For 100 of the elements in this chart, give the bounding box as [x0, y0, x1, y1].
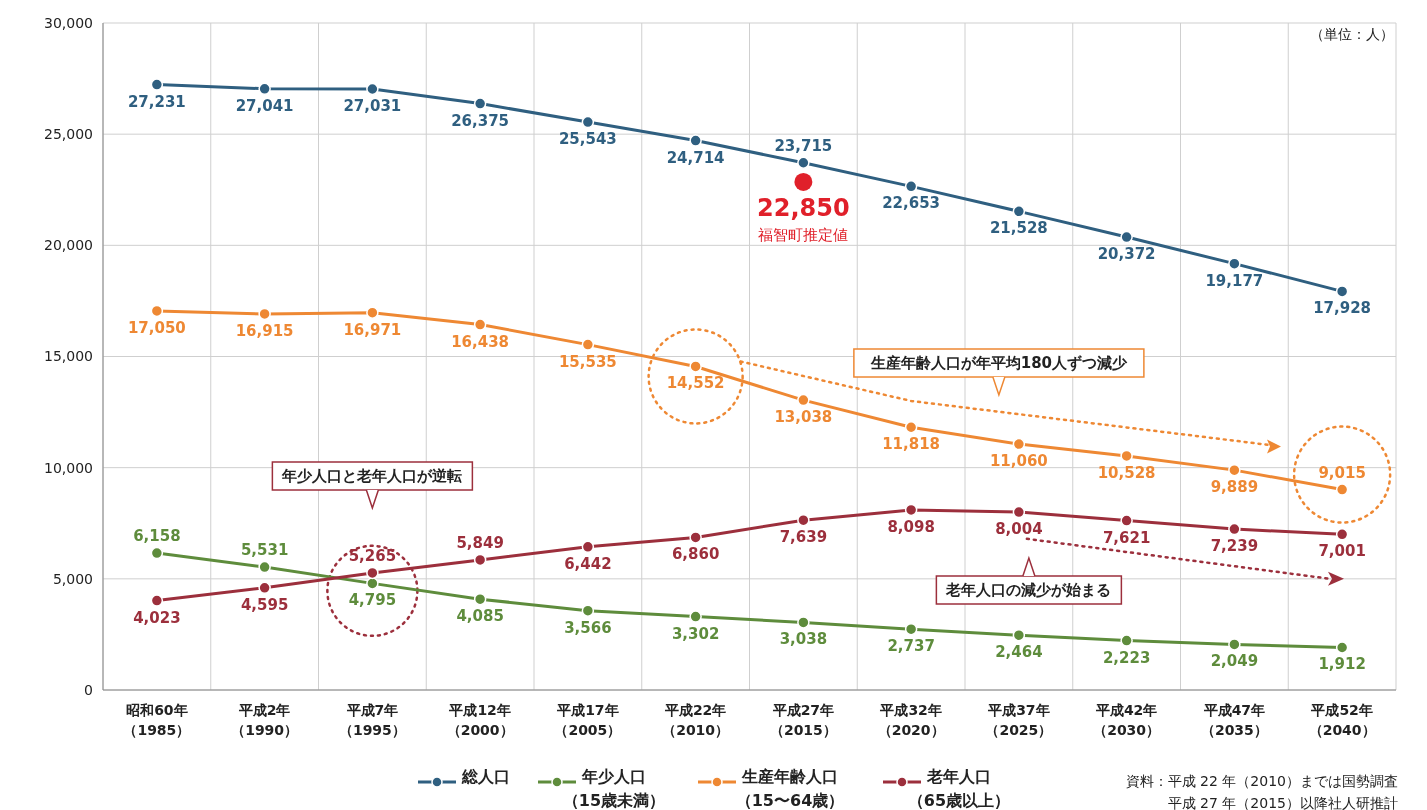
data-label: 3,302 — [671, 624, 720, 643]
y-tick-label: 15,000 — [44, 348, 93, 365]
point — [904, 622, 918, 636]
data-label: 4,795 — [348, 591, 397, 610]
y-tick-label: 5,000 — [52, 570, 93, 587]
data-label: 20,372 — [1097, 245, 1156, 264]
point — [1120, 634, 1133, 647]
point — [1012, 628, 1026, 642]
point — [1120, 230, 1133, 244]
point — [689, 360, 702, 373]
data-label: 16,971 — [343, 320, 402, 339]
annotation: 年少人口と老年人口が逆転 — [281, 467, 463, 486]
text: 福智町推定値 — [758, 225, 849, 244]
y-tick-label: 25,000 — [44, 126, 93, 143]
point — [689, 134, 702, 147]
data-label: 17,928 — [1313, 299, 1372, 318]
data-label: 11,060 — [989, 452, 1048, 471]
data-label: 5,265 — [348, 546, 397, 565]
legend-label: 生産年齢人口（15〜64歳） — [735, 767, 845, 810]
x-tick-label: 平成17年（2005） — [554, 702, 622, 738]
legend-label: 総人口 — [461, 767, 510, 786]
point — [1120, 514, 1133, 527]
point — [797, 393, 810, 407]
point — [1012, 505, 1026, 519]
data-label: 9,015 — [1318, 463, 1366, 482]
y-tick-label: 30,000 — [44, 14, 93, 31]
point — [258, 307, 271, 321]
data-label: 4,085 — [456, 607, 504, 626]
point — [1228, 638, 1241, 651]
data-label: 4,595 — [240, 595, 289, 614]
point — [904, 421, 918, 434]
data-label: 22,653 — [882, 194, 941, 213]
annotation: 生産年齢人口が年平均180人ずつ減少 — [869, 354, 1129, 373]
data-label: 27,231 — [127, 92, 186, 111]
point — [581, 338, 595, 351]
x-tick-label: 平成12年（2000） — [446, 702, 514, 738]
point — [689, 610, 702, 623]
data-label: 3,038 — [779, 630, 828, 649]
point — [1120, 449, 1133, 463]
point — [150, 78, 164, 91]
point — [904, 180, 918, 193]
data-label: 21,528 — [989, 219, 1048, 238]
point — [258, 560, 271, 574]
legend-label: 年少人口（15歳未満） — [562, 767, 666, 810]
text: 資料：平成 22 年（2010）までは国勢調査 — [1125, 773, 1398, 789]
data-label: 10,528 — [1097, 463, 1156, 482]
annotation: （単位：人） — [1310, 26, 1394, 42]
x-tick-label: 平成27年（2015） — [769, 702, 837, 738]
data-label: 8,098 — [887, 517, 935, 536]
point — [581, 604, 595, 617]
x-tick-label: 平成42年（2030） — [1093, 702, 1161, 738]
data-label: 24,714 — [666, 148, 725, 167]
point — [473, 553, 487, 567]
data-label: 16,915 — [235, 321, 294, 340]
x-tick-label: 平成37年（2025） — [985, 702, 1053, 738]
data-label: 8,004 — [995, 520, 1043, 539]
data-label: 26,375 — [451, 111, 510, 130]
data-label: 16,438 — [451, 332, 510, 351]
x-tick-label: 平成32年（2020） — [877, 702, 945, 738]
x-tick-label: 平成7年（1995） — [338, 702, 406, 738]
data-label: 5,849 — [456, 533, 504, 552]
x-tick-label: 平成47年（2035） — [1200, 702, 1268, 738]
point — [689, 531, 702, 544]
data-label: 9,889 — [1210, 478, 1259, 497]
text: 平成 27 年（2015）以降社人研推計 — [1167, 795, 1398, 810]
x-tick-label: 昭和60年（1985） — [123, 702, 191, 738]
point — [150, 546, 164, 560]
data-label: 11,818 — [882, 435, 941, 454]
data-label: 14,552 — [666, 374, 725, 393]
data-label: 13,038 — [774, 408, 833, 427]
data-label: 5,531 — [240, 541, 289, 560]
point — [797, 616, 810, 629]
point — [150, 304, 164, 318]
data-label: 22,850 — [757, 193, 850, 222]
point — [1335, 483, 1349, 496]
data-label: 27,041 — [235, 96, 294, 115]
point — [1335, 285, 1349, 298]
data-label: 4,023 — [133, 608, 181, 627]
point — [904, 503, 918, 517]
y-tick-label: 10,000 — [44, 459, 93, 476]
point — [473, 318, 487, 331]
point — [258, 581, 271, 595]
data-label: 7,001 — [1318, 542, 1366, 561]
data-label: 23,715 — [774, 136, 833, 155]
point — [258, 82, 271, 96]
point — [1012, 205, 1026, 218]
data-label: 3,566 — [564, 618, 612, 637]
point — [473, 592, 487, 606]
point — [581, 115, 595, 129]
point — [1335, 528, 1349, 541]
point — [1335, 641, 1349, 654]
y-tick-label: 20,000 — [44, 237, 93, 254]
x-tick-label: 平成52年（2040） — [1308, 702, 1376, 738]
data-label: 2,049 — [1210, 652, 1259, 671]
point — [1228, 463, 1241, 477]
data-label: 6,158 — [133, 527, 181, 546]
data-label: 25,543 — [558, 130, 617, 149]
point — [797, 513, 810, 527]
point — [1012, 437, 1026, 451]
data-label: 27,031 — [343, 97, 402, 116]
